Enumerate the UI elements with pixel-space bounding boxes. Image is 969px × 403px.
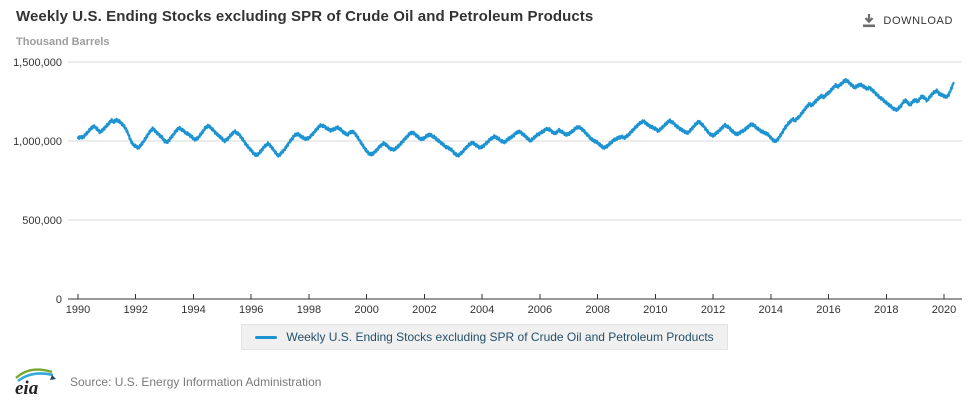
download-button[interactable]: DOWNLOAD bbox=[860, 12, 955, 30]
legend-item[interactable]: Weekly U.S. Ending Stocks excluding SPR … bbox=[241, 324, 728, 350]
x-axis-tick-label: 2004 bbox=[470, 304, 494, 316]
y-axis-tick-label: 0 bbox=[56, 294, 62, 306]
x-axis-tick-label: 2020 bbox=[932, 304, 956, 316]
x-axis-tick-label: 2010 bbox=[643, 304, 667, 316]
source-attribution: Source: U.S. Energy Information Administ… bbox=[70, 375, 322, 389]
y-axis-tick-label: 500,000 bbox=[22, 215, 62, 227]
download-label: DOWNLOAD bbox=[883, 15, 953, 27]
x-axis-tick-label: 1992 bbox=[123, 304, 147, 316]
eia-logo[interactable]: eia bbox=[12, 365, 58, 399]
x-axis-tick-label: 2012 bbox=[701, 304, 725, 316]
x-axis-tick-label: 1998 bbox=[297, 304, 321, 316]
y-axis-tick-label: 1,000,000 bbox=[13, 136, 62, 148]
legend: Weekly U.S. Ending Stocks excluding SPR … bbox=[0, 324, 969, 350]
x-axis-tick-label: 2018 bbox=[874, 304, 898, 316]
footer: eia Source: U.S. Energy Information Admi… bbox=[12, 362, 969, 402]
x-axis-tick-label: 2016 bbox=[816, 304, 840, 316]
x-axis-tick-label: 2014 bbox=[759, 304, 783, 316]
x-axis-tick-label: 1994 bbox=[181, 304, 205, 316]
legend-series-line-icon bbox=[255, 335, 278, 339]
legend-series-label: Weekly U.S. Ending Stocks excluding SPR … bbox=[286, 330, 714, 344]
series-line[interactable] bbox=[76, 78, 955, 158]
x-axis-tick-label: 1996 bbox=[239, 304, 263, 316]
y-axis-tick-label: 1,500,000 bbox=[13, 57, 62, 69]
download-icon bbox=[862, 14, 876, 28]
x-axis-tick-label: 2008 bbox=[585, 304, 609, 316]
chart-title: Weekly U.S. Ending Stocks excluding SPR … bbox=[16, 8, 594, 25]
eia-logo-text: eia bbox=[15, 378, 39, 399]
chart-canvas: 0 500,000 1,000,000 1,500,000 1990 1992 1994 19… bbox=[13, 57, 962, 316]
x-axis-tick-label: 2006 bbox=[528, 304, 552, 316]
x-axis-tick-label: 2000 bbox=[354, 304, 378, 316]
x-axis-tick-label: 2002 bbox=[412, 304, 436, 316]
x-axis-tick-label: 1990 bbox=[66, 304, 90, 316]
y-axis-unit-label: Thousand Barrels bbox=[16, 36, 110, 48]
